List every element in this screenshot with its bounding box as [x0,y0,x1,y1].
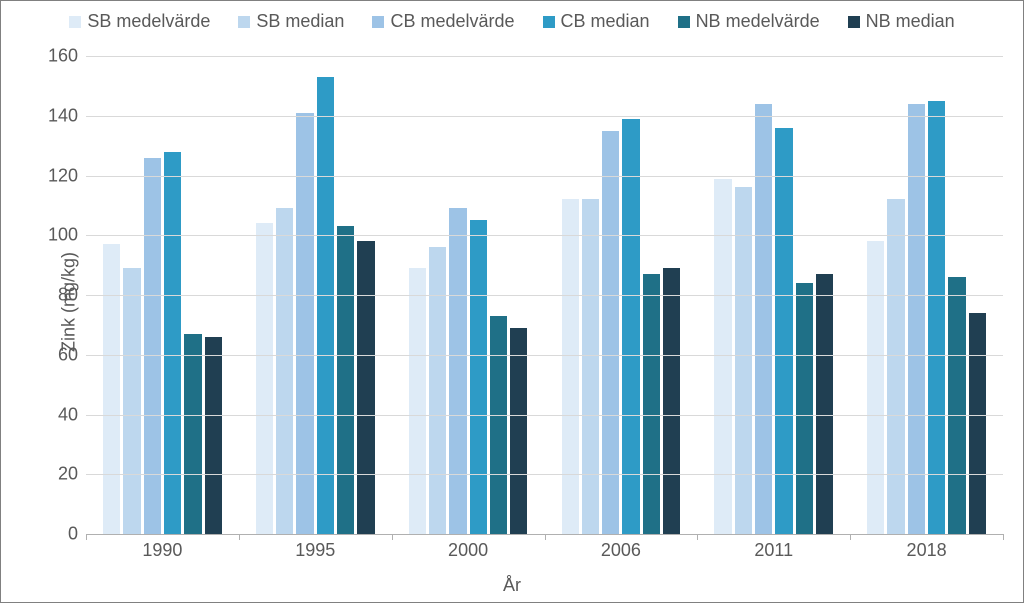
y-tick-label: 100 [28,225,86,246]
legend: SB medelvärde SB median CB medelvärde CB me… [1,1,1023,38]
x-tick-mark [392,534,393,540]
x-tick-label: 1995 [295,534,335,561]
bar [622,119,639,534]
bar [337,226,354,534]
x-tick-mark [1003,534,1004,540]
grid-line [86,474,1003,475]
y-tick-label: 20 [28,464,86,485]
legend-label: NB medelvärde [696,11,820,32]
legend-label: CB median [561,11,650,32]
legend-item: SB medelvärde [69,11,210,32]
bar [775,128,792,534]
bar [123,268,140,534]
legend-swatch [372,16,384,28]
legend-swatch [678,16,690,28]
bar [184,334,201,534]
x-tick-mark [239,534,240,540]
x-tick-mark [697,534,698,540]
x-tick-label: 1990 [142,534,182,561]
bar [755,104,772,534]
grid-line [86,235,1003,236]
bar [317,77,334,534]
bar [103,244,120,534]
grid-line [86,176,1003,177]
chart-container: SB medelvärde SB median CB medelvärde CB me… [0,0,1024,603]
bar [867,241,884,534]
bar [948,277,965,534]
bar [429,247,446,534]
legend-item: NB median [848,11,955,32]
bar [357,241,374,534]
legend-item: NB medelvärde [678,11,820,32]
x-tick-label: 2011 [754,534,793,561]
x-axis-title: År [503,575,521,596]
grid-line [86,295,1003,296]
y-tick-label: 80 [28,285,86,306]
bar [490,316,507,534]
grid-line [86,56,1003,57]
bar [449,208,466,534]
legend-swatch [69,16,81,28]
bar [663,268,680,534]
bar [582,199,599,534]
legend-label: CB medelvärde [390,11,514,32]
plot-area: 0204060801001201401601990199520002006201… [86,56,1003,534]
y-tick-label: 140 [28,105,86,126]
legend-swatch [543,16,555,28]
legend-label: SB medelvärde [87,11,210,32]
bar [205,337,222,534]
bar [928,101,945,534]
grid-line [86,116,1003,117]
legend-item: CB medelvärde [372,11,514,32]
grid-line [86,355,1003,356]
bar [409,268,426,534]
x-tick-mark [850,534,851,540]
bar [470,220,487,534]
legend-item: CB median [543,11,650,32]
x-tick-label: 2018 [907,534,947,561]
bar [643,274,660,534]
bar [735,187,752,534]
bar [714,179,731,535]
bar [256,223,273,534]
legend-label: NB median [866,11,955,32]
bar [164,152,181,534]
legend-item: SB median [238,11,344,32]
bar [887,199,904,534]
bar [796,283,813,534]
grid-line [86,415,1003,416]
x-tick-label: 2006 [601,534,641,561]
y-tick-label: 40 [28,404,86,425]
bar [276,208,293,534]
legend-swatch [238,16,250,28]
legend-label: SB median [256,11,344,32]
x-tick-mark [86,534,87,540]
y-tick-label: 60 [28,344,86,365]
bar [816,274,833,534]
bar [144,158,161,534]
bar [562,199,579,534]
bar [510,328,527,534]
bar [969,313,986,534]
x-tick-label: 2000 [448,534,488,561]
legend-swatch [848,16,860,28]
y-tick-label: 120 [28,165,86,186]
y-tick-label: 0 [28,524,86,545]
bar [908,104,925,534]
y-tick-label: 160 [28,46,86,67]
x-tick-mark [545,534,546,540]
